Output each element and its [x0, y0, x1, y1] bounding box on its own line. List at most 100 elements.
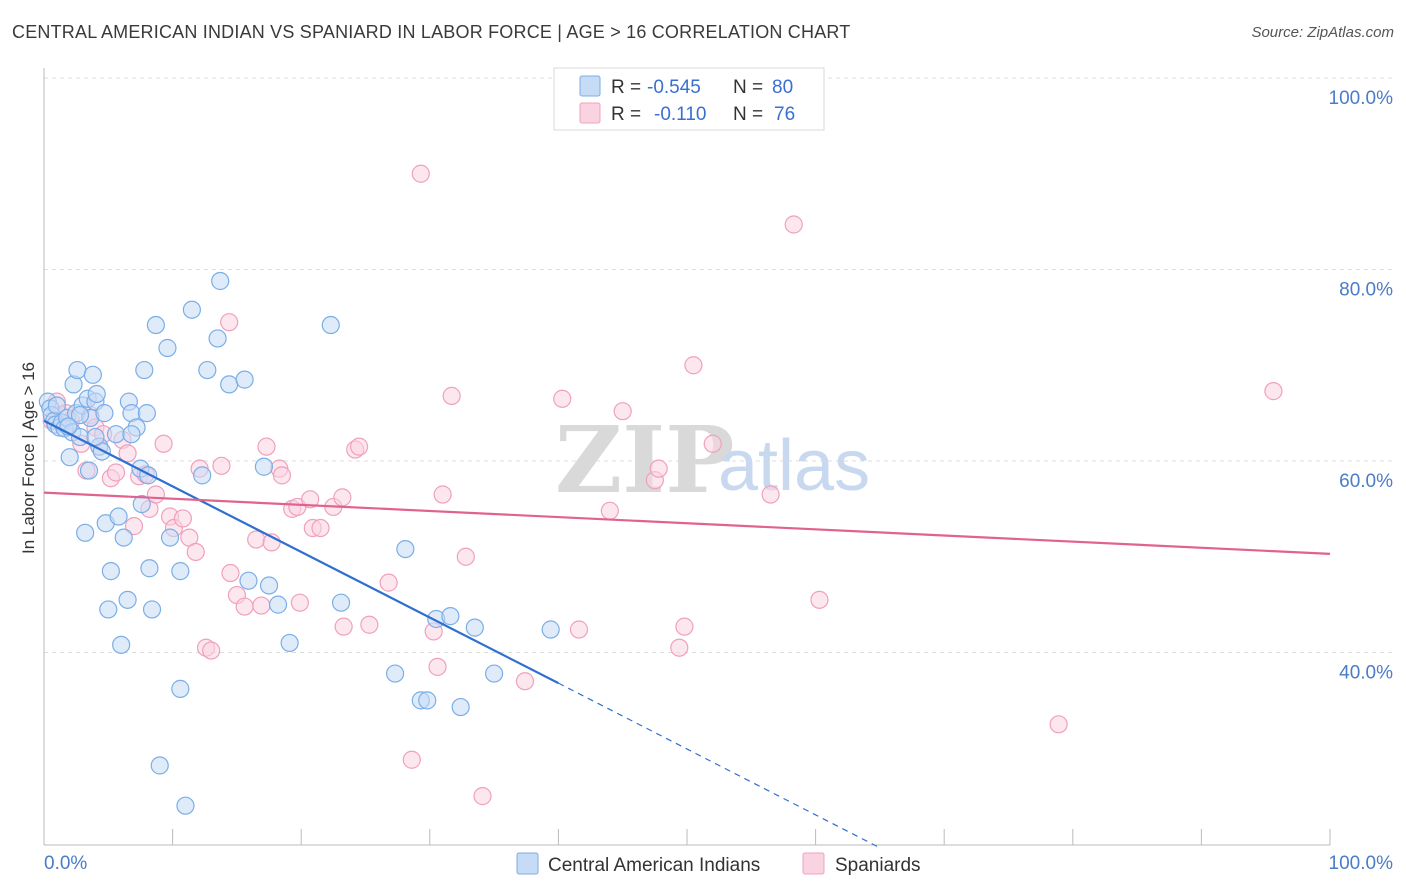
y-tick-label: 100.0%	[1329, 88, 1394, 109]
central-american-indians-point	[76, 523, 95, 542]
central-american-indians-point	[122, 425, 141, 444]
legend-r-label-1: R =	[611, 77, 641, 98]
legend-n-label-2: N =	[733, 104, 763, 125]
central-american-indians-point	[208, 329, 227, 348]
legend-swatch-central-american-indians	[516, 852, 539, 875]
legend-label-spaniards: Spaniards	[835, 855, 921, 876]
central-american-indians-point	[211, 271, 230, 291]
central-american-indians-point	[118, 590, 137, 609]
central-american-indians-point	[259, 576, 279, 595]
central-american-indians-trend-extension	[558, 682, 881, 849]
spaniards-point	[810, 590, 829, 609]
spaniards-point	[311, 518, 330, 538]
spaniards-trend-line	[43, 491, 1331, 555]
central-american-indians-point	[158, 338, 177, 358]
central-american-indians-point	[137, 404, 156, 423]
central-american-indians-point	[418, 691, 437, 710]
spaniards-points	[42, 164, 1283, 806]
spaniards-point	[349, 437, 369, 456]
x-tick-label: 100.0%	[1329, 853, 1394, 874]
spaniards-point	[212, 456, 231, 475]
spaniards-point	[235, 597, 254, 616]
spaniards-point	[670, 638, 689, 657]
legend-label-central-american-indians: Central American Indians	[548, 855, 760, 876]
source-label: Source: ZipAtlas.com	[1251, 24, 1394, 41]
spaniards-point	[411, 164, 430, 183]
central-american-indians-point	[86, 427, 105, 447]
spaniards-point	[333, 488, 352, 507]
central-american-indians-point	[441, 607, 460, 626]
central-american-indians-point	[451, 697, 470, 717]
spaniards-point	[675, 617, 694, 636]
watermark: ZIP atlas	[555, 406, 870, 514]
central-american-indians-point	[182, 300, 201, 319]
legend-n-label-1: N =	[733, 77, 763, 98]
legend-r-value-1: -0.545	[647, 77, 701, 98]
central-american-indians-point	[193, 466, 212, 485]
spaniards-point	[1049, 715, 1068, 734]
central-american-indians-point	[47, 396, 66, 415]
spaniards-point	[257, 437, 276, 456]
central-american-indians-point	[321, 315, 340, 335]
spaniards-point	[118, 444, 137, 463]
y-tick-label: 80.0%	[1339, 280, 1393, 301]
central-american-indians-point	[68, 360, 87, 380]
legend-r-value-2: -0.110	[654, 104, 706, 125]
central-american-indians-point	[396, 539, 415, 559]
central-american-indians-point	[171, 679, 190, 698]
axes	[43, 68, 1331, 846]
central-american-indians-point	[140, 559, 159, 578]
central-american-indians-point	[70, 405, 90, 425]
y-tick-label: 40.0%	[1339, 663, 1393, 684]
central-american-indians-point	[139, 466, 158, 485]
spaniards-point	[649, 459, 668, 478]
central-american-indians-point	[541, 620, 560, 639]
central-american-indians-point	[268, 595, 288, 614]
legend-n-value-2: 76	[774, 104, 795, 125]
correlation-legend: R = -0.545 N = 80 R = -0.110 N = 76	[553, 67, 825, 131]
central-american-indians-point	[485, 664, 504, 683]
spaniards-point	[154, 434, 173, 453]
spaniards-point	[569, 620, 589, 639]
grid	[44, 77, 1392, 653]
spaniards-point	[553, 389, 572, 408]
spaniards-point	[473, 787, 492, 806]
central-american-indians-point	[160, 528, 180, 547]
legend-swatch-blue	[579, 75, 601, 97]
central-american-indians-point	[109, 507, 128, 526]
central-american-indians-point	[114, 528, 133, 547]
central-american-indians-point	[60, 448, 79, 467]
spaniards-point	[684, 356, 703, 375]
spaniards-point	[106, 463, 126, 482]
spaniards-point	[272, 466, 292, 485]
central-american-indians-point	[150, 756, 169, 775]
central-american-indians-point	[95, 404, 114, 423]
central-american-indians-point	[99, 600, 118, 619]
spaniards-point	[252, 596, 271, 615]
series-legend: Central American Indians Spaniards	[516, 852, 921, 876]
central-american-indians-point	[331, 593, 351, 612]
spaniards-point	[186, 542, 205, 562]
watermark-atlas: atlas	[718, 426, 870, 506]
spaniards-point	[515, 672, 535, 691]
central-american-indians-point	[220, 375, 239, 394]
y-tick-labels: 40.0% 60.0% 80.0% 100.0%	[1329, 88, 1394, 684]
central-american-indians-point	[112, 635, 131, 654]
y-tick-label: 60.0%	[1339, 471, 1393, 492]
y-axis-label: In Labor Force | Age > 16	[19, 362, 38, 554]
central-american-indians-point	[465, 618, 484, 637]
spaniards-point	[334, 617, 353, 636]
central-american-indians-point	[254, 457, 274, 476]
spaniards-point	[221, 563, 240, 583]
spaniards-point	[173, 509, 192, 528]
central-american-indians-point	[142, 600, 162, 619]
central-american-indians-point	[239, 571, 258, 590]
central-american-indians-point	[171, 562, 190, 581]
spaniards-point	[290, 593, 310, 612]
spaniards-point	[301, 490, 320, 509]
central-american-indians-point	[176, 796, 195, 815]
central-american-indians-point	[235, 370, 254, 389]
central-american-indians-point	[101, 562, 120, 581]
legend-swatch-pink	[579, 102, 601, 124]
